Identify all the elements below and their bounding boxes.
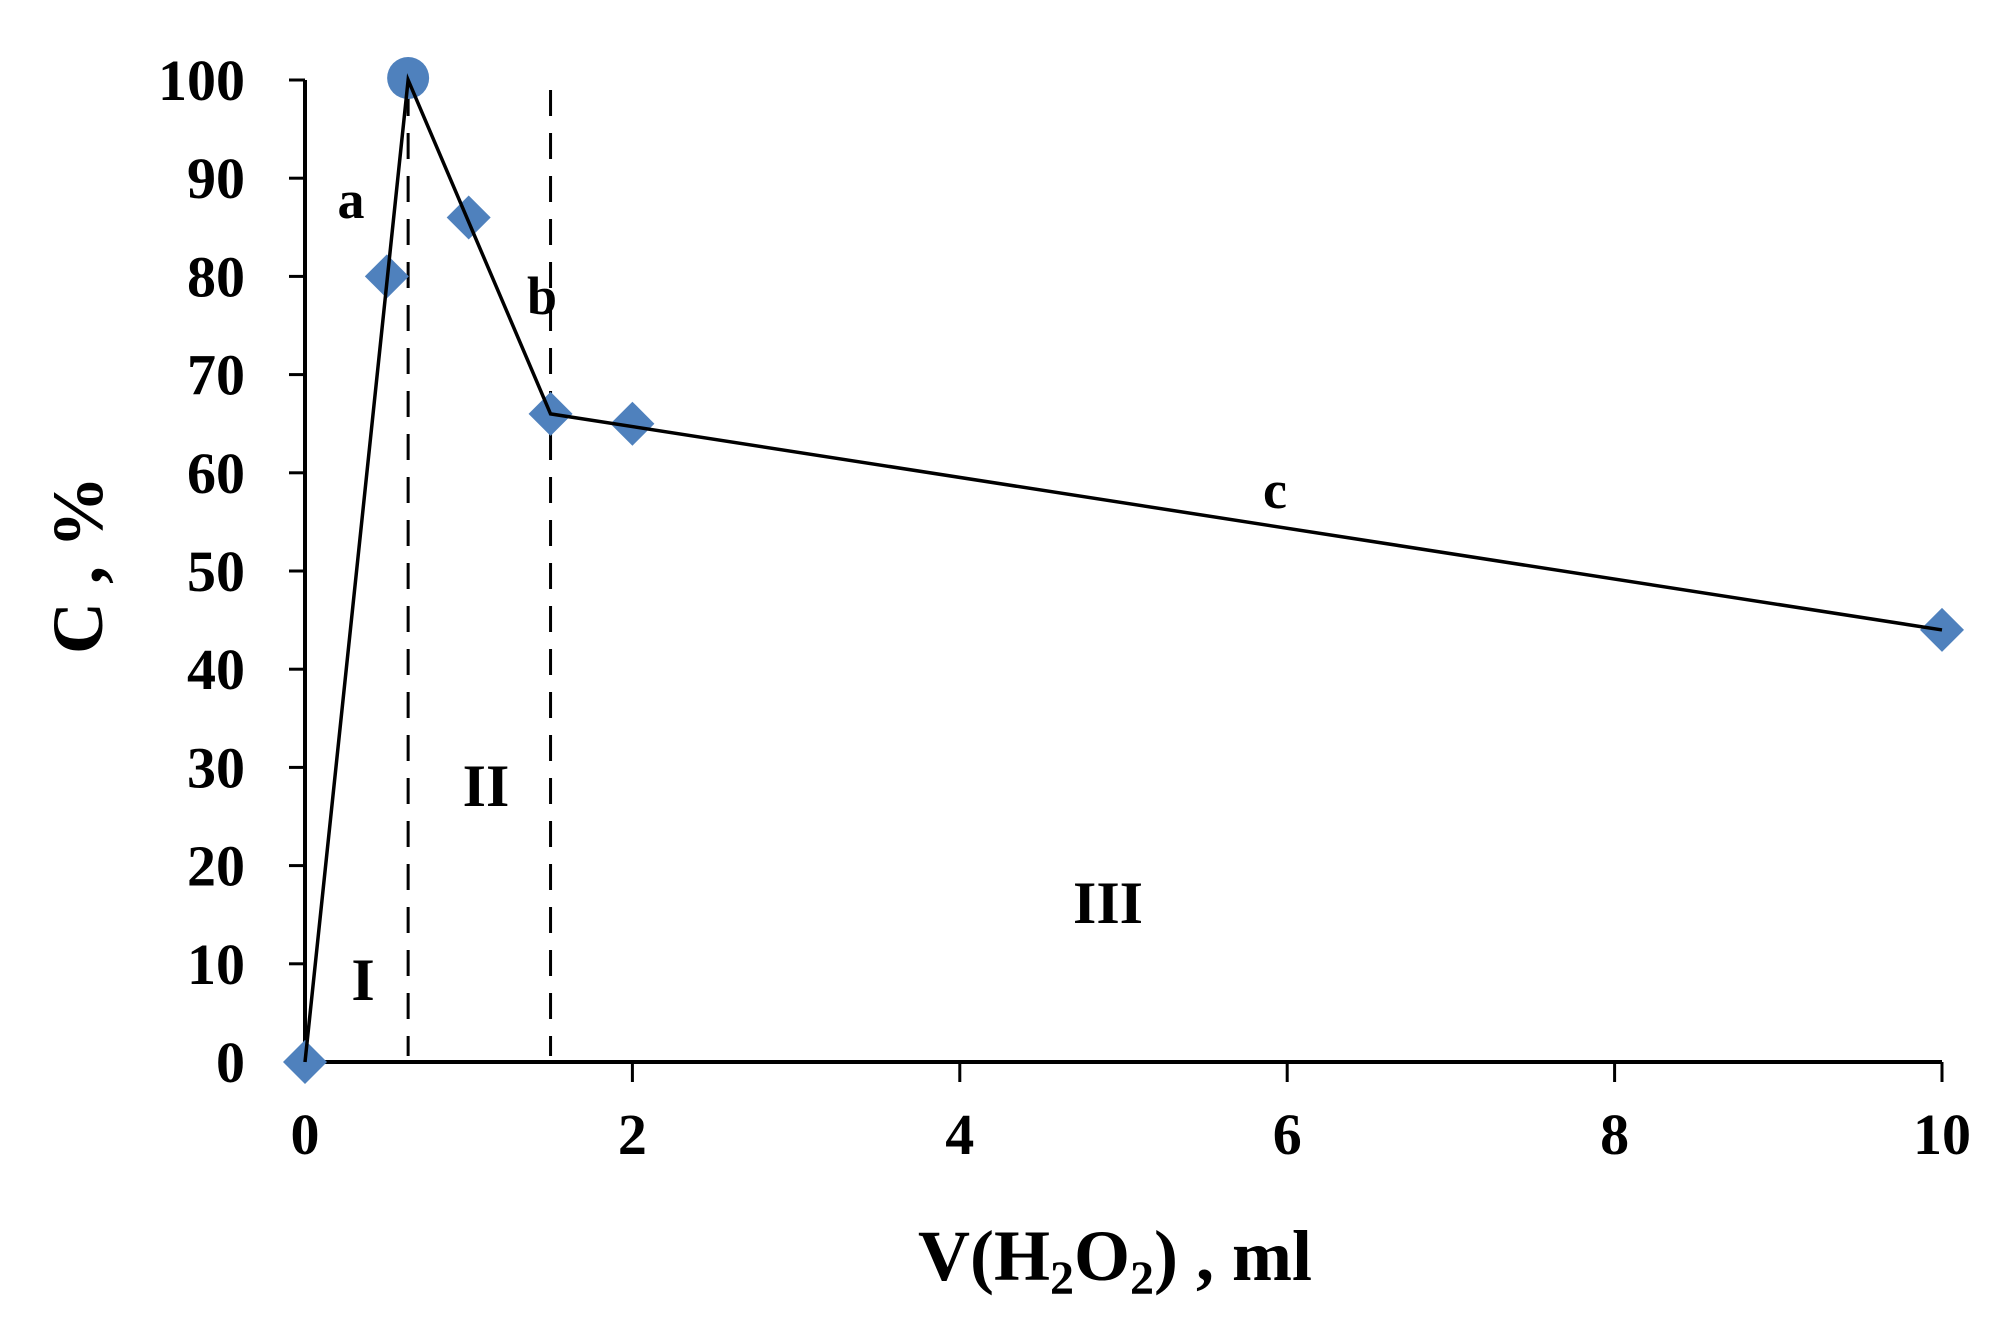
x-axis-title-part: ) , ml — [1154, 1216, 1312, 1296]
x-tick-label: 8 — [1600, 1102, 1629, 1167]
y-tick-label: 20 — [187, 834, 245, 899]
region-label-1: I — [351, 947, 374, 1013]
data-markers — [283, 57, 1964, 1084]
x-tick-label: 0 — [291, 1102, 320, 1167]
diamond-marker — [446, 195, 491, 240]
y-tick-label: 80 — [187, 244, 245, 309]
y-tick-label: 0 — [216, 1030, 245, 1095]
x-tick-label: 10 — [1913, 1102, 1971, 1167]
y-tick-label: 60 — [187, 441, 245, 506]
fit-line — [303, 73, 1943, 1063]
axes: 0 10 20 30 40 50 60 70 80 90 100 0 2 4 6 8 10 — [158, 48, 1971, 1167]
x-axis-title-subscript: 2 — [1050, 1252, 1074, 1305]
y-tick-label: 100 — [158, 48, 245, 113]
y-tick-label: 40 — [187, 637, 245, 702]
x-tick-label: 6 — [1273, 1102, 1302, 1167]
y-tick-label: 70 — [187, 343, 245, 408]
x-tick-label: 4 — [945, 1102, 974, 1167]
y-axis-title: C , % — [38, 476, 118, 654]
x-axis-title-part: V(H — [918, 1216, 1050, 1296]
fit-polyline — [303, 73, 1943, 1063]
y-tick-label: 50 — [187, 539, 245, 604]
segment-label-b: b — [527, 266, 557, 326]
x-axis-title-part: O — [1074, 1216, 1130, 1296]
x-axis-title-subscript: 2 — [1130, 1252, 1154, 1305]
x-tick-label: 2 — [618, 1102, 647, 1167]
segment-label-c: c — [1263, 460, 1287, 520]
diamond-marker — [610, 401, 655, 446]
x-axis-title: V(H2O2) , ml — [918, 1216, 1312, 1305]
y-tick-label: 90 — [187, 146, 245, 211]
region-label-2: II — [463, 753, 510, 819]
segment-label-a: a — [338, 170, 365, 230]
y-tick-label: 30 — [187, 735, 245, 800]
y-tick-label: 10 — [187, 932, 245, 997]
region-divider-lines — [406, 90, 553, 1056]
region-label-3: III — [1073, 870, 1143, 936]
